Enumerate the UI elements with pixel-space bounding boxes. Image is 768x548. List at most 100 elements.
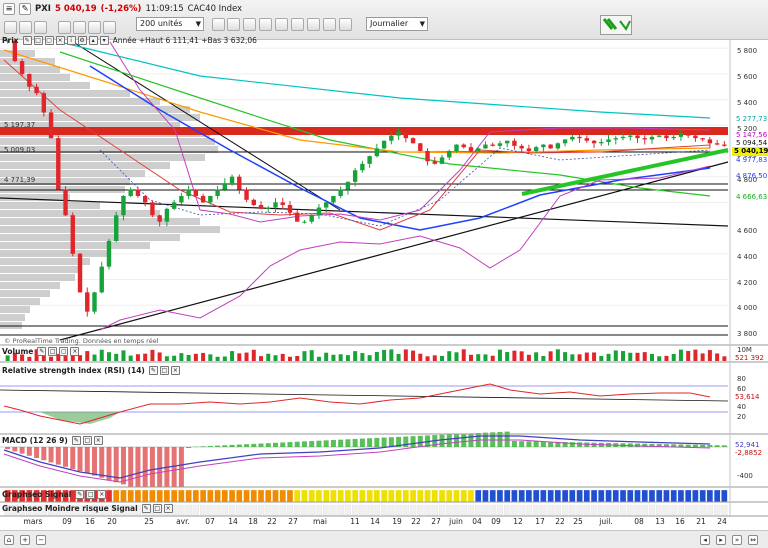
date-label: 07	[205, 517, 215, 526]
draw-icon[interactable]	[34, 21, 47, 34]
profile-bar	[0, 170, 145, 177]
candle-body	[208, 195, 213, 203]
zoom-in-icon[interactable]: +	[20, 535, 30, 545]
macd-signal-line	[3, 439, 711, 483]
macd-histogram-bar	[236, 444, 242, 447]
profile-bar	[0, 90, 130, 97]
risk-cell	[496, 504, 504, 516]
down-icon[interactable]: ▾	[99, 36, 109, 45]
home-icon[interactable]: ⌂	[4, 535, 14, 545]
volume-bar	[251, 349, 256, 361]
period-select[interactable]: Journalier ▼	[366, 17, 428, 31]
volume-bar	[49, 356, 54, 361]
candle-body	[649, 136, 655, 140]
candle-body	[41, 93, 47, 113]
volume-bar	[425, 356, 430, 361]
close-icon[interactable]: ×	[163, 504, 173, 513]
signal-cell	[685, 489, 692, 503]
wrench-icon[interactable]: ✎	[141, 504, 151, 513]
signal-cell	[721, 489, 728, 503]
wrench-icon[interactable]: ✎	[148, 366, 158, 375]
area-icon[interactable]	[323, 18, 336, 31]
square-icon[interactable]: □	[152, 504, 162, 513]
volume-bar	[12, 352, 17, 361]
close-icon[interactable]: ×	[70, 347, 80, 356]
end-icon[interactable]: »	[732, 535, 742, 545]
signal-cell	[598, 489, 605, 503]
risk-cell	[207, 504, 214, 516]
candle-body	[258, 204, 264, 209]
profile-bar	[0, 106, 190, 113]
candle-body	[345, 181, 351, 190]
close-icon[interactable]: ×	[170, 366, 180, 375]
candle-body	[628, 135, 633, 137]
lock-icon[interactable]	[212, 18, 225, 31]
signal-cell	[301, 489, 308, 503]
scroll-right-icon[interactable]: ▸	[716, 535, 726, 545]
expand-icon[interactable]: ▢	[44, 36, 54, 45]
scroll-left-icon[interactable]: ◂	[700, 535, 710, 545]
units-select[interactable]: 200 unités ▼	[136, 17, 204, 31]
wrench-icon[interactable]: ✎	[22, 36, 32, 45]
info-icon[interactable]: i	[66, 36, 76, 45]
volume-bar	[447, 351, 452, 361]
grid-icon[interactable]	[259, 18, 272, 31]
line-icon[interactable]	[291, 18, 304, 31]
signal-cell	[185, 489, 192, 503]
volume-value: 521 392	[735, 354, 764, 362]
trend-signal-icon[interactable]	[600, 15, 632, 35]
risk-cell	[467, 504, 475, 516]
settings-icon[interactable]: ⚙	[77, 36, 87, 45]
candle-body	[461, 144, 466, 148]
date-label: 14	[370, 517, 380, 526]
square-icon[interactable]: □	[82, 436, 92, 445]
macd-histogram-bar	[714, 445, 720, 447]
wrench-icon[interactable]: ✎	[37, 347, 47, 356]
fit-icon[interactable]: ⇔	[748, 535, 758, 545]
macd-histogram-bar	[548, 441, 554, 447]
menu-icon[interactable]: ≡	[3, 3, 15, 15]
wrench-icon[interactable]: ✎	[19, 3, 31, 15]
cursor-icon[interactable]	[19, 21, 32, 34]
wrench-icon[interactable]: ✎	[71, 436, 81, 445]
macd-histogram-bar	[345, 439, 351, 447]
macd-histogram-bar	[577, 442, 583, 447]
crosshair-icon[interactable]	[243, 18, 256, 31]
close-icon[interactable]: ×	[55, 36, 65, 45]
volume-bar	[143, 353, 148, 361]
volume-bar	[490, 355, 495, 361]
zoom-out-icon[interactable]: −	[36, 535, 46, 545]
macd-histogram-bar	[92, 447, 97, 476]
profile-bar	[0, 178, 130, 185]
macd-histogram-bar	[280, 442, 286, 447]
up-icon[interactable]: ▴	[88, 36, 98, 45]
bars-icon[interactable]	[307, 18, 320, 31]
zoom-in-icon[interactable]	[58, 21, 71, 34]
zoom-out-icon[interactable]	[73, 21, 86, 34]
square-icon[interactable]: □	[86, 490, 96, 499]
settings-icon[interactable]	[4, 21, 17, 34]
candle-body	[352, 170, 358, 182]
layout-icon[interactable]	[103, 21, 116, 34]
stats-icon[interactable]	[339, 18, 352, 31]
candle-body	[396, 131, 401, 136]
signal-panel-title: Graphseo Signal	[2, 490, 72, 499]
candle-body	[722, 144, 727, 146]
indicator-icon[interactable]	[88, 21, 101, 34]
volume-bar	[280, 353, 285, 361]
close-icon[interactable]: ×	[97, 490, 107, 499]
link-icon[interactable]	[227, 18, 240, 31]
square-icon[interactable]: □	[33, 36, 43, 45]
signal-cell	[648, 489, 656, 503]
close-icon[interactable]: ×	[93, 436, 103, 445]
profile-bar	[0, 114, 200, 121]
wrench-icon[interactable]: ✎	[75, 490, 85, 499]
date-label: 25	[144, 517, 154, 526]
chart-area[interactable]	[0, 40, 768, 534]
square-icon[interactable]: □	[48, 347, 58, 356]
risk-cell	[554, 504, 562, 516]
candles-icon[interactable]	[275, 18, 288, 31]
expand-icon[interactable]: ▢	[59, 347, 69, 356]
square-icon[interactable]: □	[159, 366, 169, 375]
risk-cell	[301, 504, 308, 516]
